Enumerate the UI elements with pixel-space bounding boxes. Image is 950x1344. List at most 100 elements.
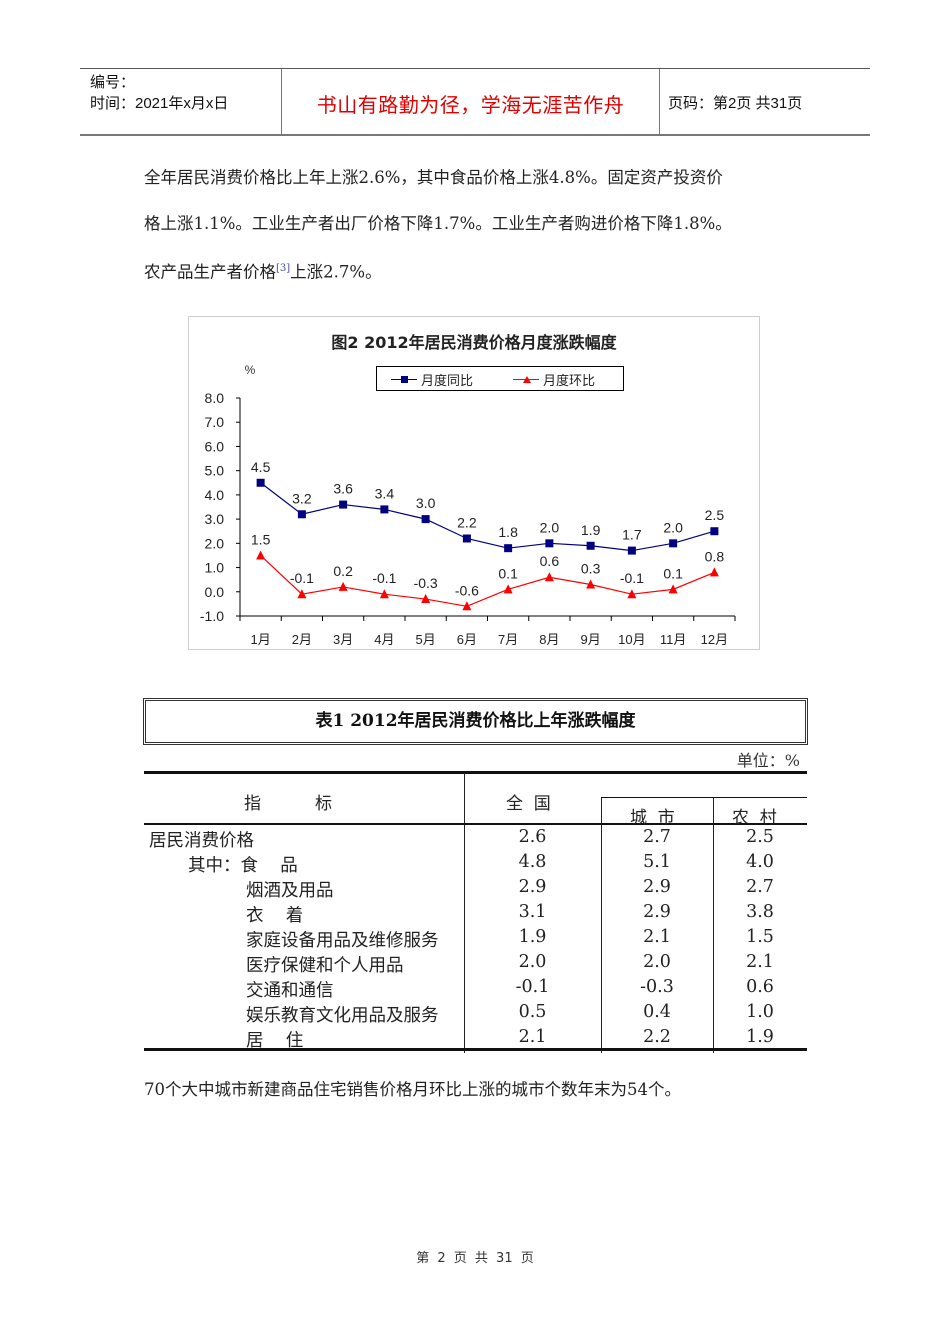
square-marker-icon (256, 478, 265, 487)
x-tick-label: 2月 (292, 632, 312, 647)
subheader-rule (601, 797, 807, 798)
data-label: 2.0 (663, 519, 683, 535)
body-paragraph: 全年居民消费价格比上年上涨2.6%，其中食品价格上涨4.8%。固定资产投资价 格… (144, 155, 814, 295)
triangle-marker-icon (338, 581, 348, 591)
triangle-marker-icon (586, 579, 596, 589)
data-label: 0.2 (333, 563, 353, 579)
body-paragraph-2: 70个大中城市新建商品住宅销售价格月环比上涨的城市个数年末为54个。 (144, 1080, 681, 1099)
square-marker-icon (627, 546, 636, 555)
table-row-label: 居 住 (246, 1031, 304, 1051)
square-marker-icon (545, 539, 554, 548)
table-cell-national: 2.6 (518, 827, 547, 847)
data-label: 3.6 (333, 481, 353, 497)
square-marker-icon (462, 534, 471, 543)
table-cell-national: 0.5 (518, 1002, 547, 1022)
table-cell-urban: 2.9 (643, 902, 671, 922)
data-label: 3.4 (375, 485, 395, 501)
triangle-marker-icon (709, 567, 719, 577)
legend-line-red (513, 376, 539, 383)
table-row-label: 烟酒及用品 (246, 881, 334, 901)
square-marker-icon (586, 541, 595, 550)
line-chart: % 8.0 7.0 6.0 5.0 4.0 3.0 2.0 1.0 0.0 -1.0 1月 2月 3月 4月… (200, 363, 736, 647)
paragraph-line-3-text-end: 上涨2.7%。 (290, 262, 382, 282)
y-tick-label: 5.0 (205, 463, 225, 479)
paragraph-line-2: 格上涨1.1%。工业生产者出厂价格下降1.7%。工业生产者购进价格下降1.8%。 (144, 213, 732, 233)
header-rural: 农 村 (732, 808, 777, 828)
data-label: 0.1 (663, 565, 683, 581)
paragraph-line-3-text: 农产品生产者价格 (144, 262, 276, 282)
table-row-label: 居民消费价格 (149, 831, 254, 851)
x-tick-label: 6月 (457, 632, 477, 647)
column-divider (601, 798, 602, 1053)
table-cell-rural: 2.1 (746, 952, 774, 972)
triangle-marker-icon (379, 589, 389, 599)
triangle-marker-icon (462, 601, 472, 611)
square-marker-icon (297, 510, 306, 519)
data-label: 4.5 (251, 459, 271, 475)
data-label: -0.1 (620, 570, 644, 586)
x-tick-label: 11月 (660, 632, 687, 647)
table-cell-national: 2.9 (518, 877, 547, 897)
table-cell-national: -0.1 (515, 977, 550, 997)
data-label: 3.2 (292, 490, 312, 506)
x-tick-label: 5月 (416, 632, 436, 647)
square-marker-icon (421, 515, 430, 524)
table-row-label: 医疗保健和个人用品 (246, 956, 404, 976)
square-marker-icon (710, 527, 719, 536)
square-marker-icon (339, 500, 348, 509)
y-tick-label: 4.0 (205, 487, 225, 503)
page-header: 编号： 时间：2021年x月x日 书山有路勤为径，学海无涯苦作舟 页码：第2页 … (80, 68, 870, 136)
chart-title: 图2 2012年居民消费价格月度涨跌幅度 (331, 333, 617, 352)
table-cell-urban: 2.0 (643, 952, 671, 972)
x-tick-label: 4月 (374, 632, 394, 647)
table-title: 表1 2012年居民消费价格比上年涨跌幅度 (143, 698, 808, 745)
table-cell-rural: 2.7 (746, 877, 774, 897)
table-cell-rural: 1.9 (746, 1027, 774, 1047)
square-marker-icon (669, 539, 678, 548)
table-cell-rural: 3.8 (746, 902, 774, 922)
paragraph-line-1: 全年居民消费价格比上年上涨2.6%，其中食品价格上涨4.8%。固定资产投资价 (144, 168, 723, 187)
table-row-label: 家庭设备用品及维修服务 (246, 931, 439, 951)
triangle-marker-icon (421, 594, 431, 604)
table-cell-national: 2.1 (518, 1027, 547, 1047)
data-label: 0.1 (498, 565, 518, 581)
table-cell-urban: 0.4 (643, 1002, 671, 1022)
triangle-marker-icon (668, 584, 678, 594)
square-marker-icon (504, 544, 513, 553)
data-label: 2.2 (457, 514, 477, 530)
header-meta: 编号： 时间：2021年x月x日 (80, 69, 282, 134)
triangle-marker-icon (627, 589, 637, 599)
header-motto: 书山有路勤为径，学海无涯苦作舟 (282, 69, 660, 134)
data-label: 1.5 (251, 531, 271, 547)
legend-label-mom: 月度环比 (543, 374, 596, 389)
data-label: 0.8 (705, 548, 725, 564)
header-bottom-rule (144, 823, 807, 825)
header-indicator: 指 标 (244, 794, 333, 814)
table-row-label: 娱乐教育文化用品及服务 (246, 1006, 439, 1026)
triangle-marker-icon (297, 589, 307, 599)
y-tick-label: 8.0 (205, 390, 225, 406)
chart-figure-2: 图2 2012年居民消费价格月度涨跌幅度 (188, 316, 760, 650)
table-cell-urban: 2.2 (643, 1027, 671, 1047)
table-cell-urban: 2.1 (643, 927, 671, 947)
legend-line-blue (391, 376, 417, 383)
square-marker-icon (380, 505, 389, 514)
legend-item-yoy: 月度同比 (391, 370, 473, 389)
y-tick-label: 3.0 (205, 511, 225, 527)
data-label: 2.0 (540, 519, 560, 535)
data-label: 1.7 (622, 527, 642, 543)
y-tick-label: 7.0 (205, 414, 225, 430)
table-cell-rural: 1.5 (746, 927, 774, 947)
table-top-rule (144, 771, 807, 774)
table-cell-national: 1.9 (518, 927, 547, 947)
paragraph-line-3: 农产品生产者价格[3]上涨2.7%。 (144, 246, 814, 295)
footnote-ref-link[interactable]: [3] (276, 263, 291, 274)
table-cell-national: 4.8 (518, 852, 547, 872)
series-line-1 (260, 555, 715, 607)
data-label: -0.6 (455, 582, 479, 598)
page-footer: 第 2 页 共 31 页 (416, 1251, 534, 1266)
triangle-marker-icon (256, 550, 266, 560)
table-row-label: 衣 着 (246, 906, 304, 926)
y-tick-label: 0.0 (205, 584, 225, 600)
table-cell-urban: 5.1 (643, 852, 671, 872)
